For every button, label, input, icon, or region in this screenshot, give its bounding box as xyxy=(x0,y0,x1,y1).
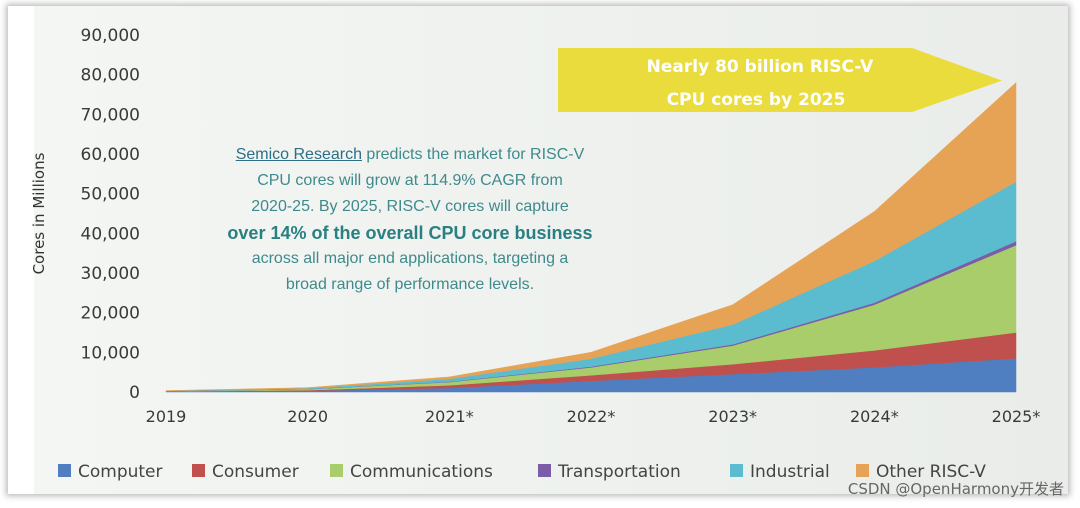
legend-label: Transportation xyxy=(557,462,681,482)
x-tick-label: 2025* xyxy=(992,407,1041,426)
legend-label: Consumer xyxy=(212,462,299,482)
annotation-line-4: over 14% of the overall CPU core busines… xyxy=(227,223,593,243)
watermark: CSDN @OpenHarmony开发者 xyxy=(847,480,1064,498)
y-tick-label: 30,000 xyxy=(81,264,140,284)
callout-line-1: Nearly 80 billion RISC-V xyxy=(647,57,875,77)
annotation-line-1-rest: predicts the market for RISC-V xyxy=(361,146,585,163)
y-tick-label: 90,000 xyxy=(81,26,140,46)
y-tick-label: 50,000 xyxy=(81,185,140,205)
legend-label: Communications xyxy=(350,462,493,482)
legend-swatch xyxy=(730,464,743,477)
research-annotation: Semico Research predicts the market for … xyxy=(200,142,620,298)
callout-arrow xyxy=(558,48,1002,112)
y-tick-label: 20,000 xyxy=(81,304,140,324)
y-tick-label: 40,000 xyxy=(81,224,140,244)
legend-swatch xyxy=(192,464,205,477)
legend-swatch xyxy=(330,464,343,477)
x-tick-label: 2023* xyxy=(708,407,757,426)
legend-swatch xyxy=(58,464,71,477)
area-other-risc-v xyxy=(165,82,1017,392)
y-tick-label: 60,000 xyxy=(81,145,140,165)
callout-line-2: CPU cores by 2025 xyxy=(667,90,846,110)
y-tick-label: 70,000 xyxy=(81,105,140,125)
legend-swatch xyxy=(538,464,551,477)
x-tick-label: 2022* xyxy=(567,407,616,426)
y-tick-label: 80,000 xyxy=(81,66,140,86)
y-tick-label: 0 xyxy=(129,383,140,403)
semico-research-link[interactable]: Semico Research xyxy=(235,146,362,163)
x-tick-label: 2019 xyxy=(146,407,187,426)
legend-label: Industrial xyxy=(750,462,830,482)
annotation-line-6: broad range of performance levels. xyxy=(285,276,535,293)
x-tick-label: 2024* xyxy=(850,407,899,426)
legend-label: Computer xyxy=(78,462,163,482)
legend-swatch xyxy=(856,464,869,477)
x-tick-label: 2020 xyxy=(287,407,328,426)
annotation-line-1: Semico Research predicts the market for … xyxy=(200,142,620,168)
legend-label: Other RISC-V xyxy=(876,462,986,482)
y-axis-label: Cores in Millions xyxy=(30,152,48,274)
x-tick-label: 2021* xyxy=(425,407,474,426)
annotation-line-5: across all major end applications, targe… xyxy=(251,250,569,267)
annotation-line-2: CPU cores will grow at 114.9% CAGR from xyxy=(257,172,563,189)
y-tick-label: 10,000 xyxy=(81,343,140,363)
annotation-line-3: 2020-25. By 2025, RISC-V cores will capt… xyxy=(251,198,569,215)
